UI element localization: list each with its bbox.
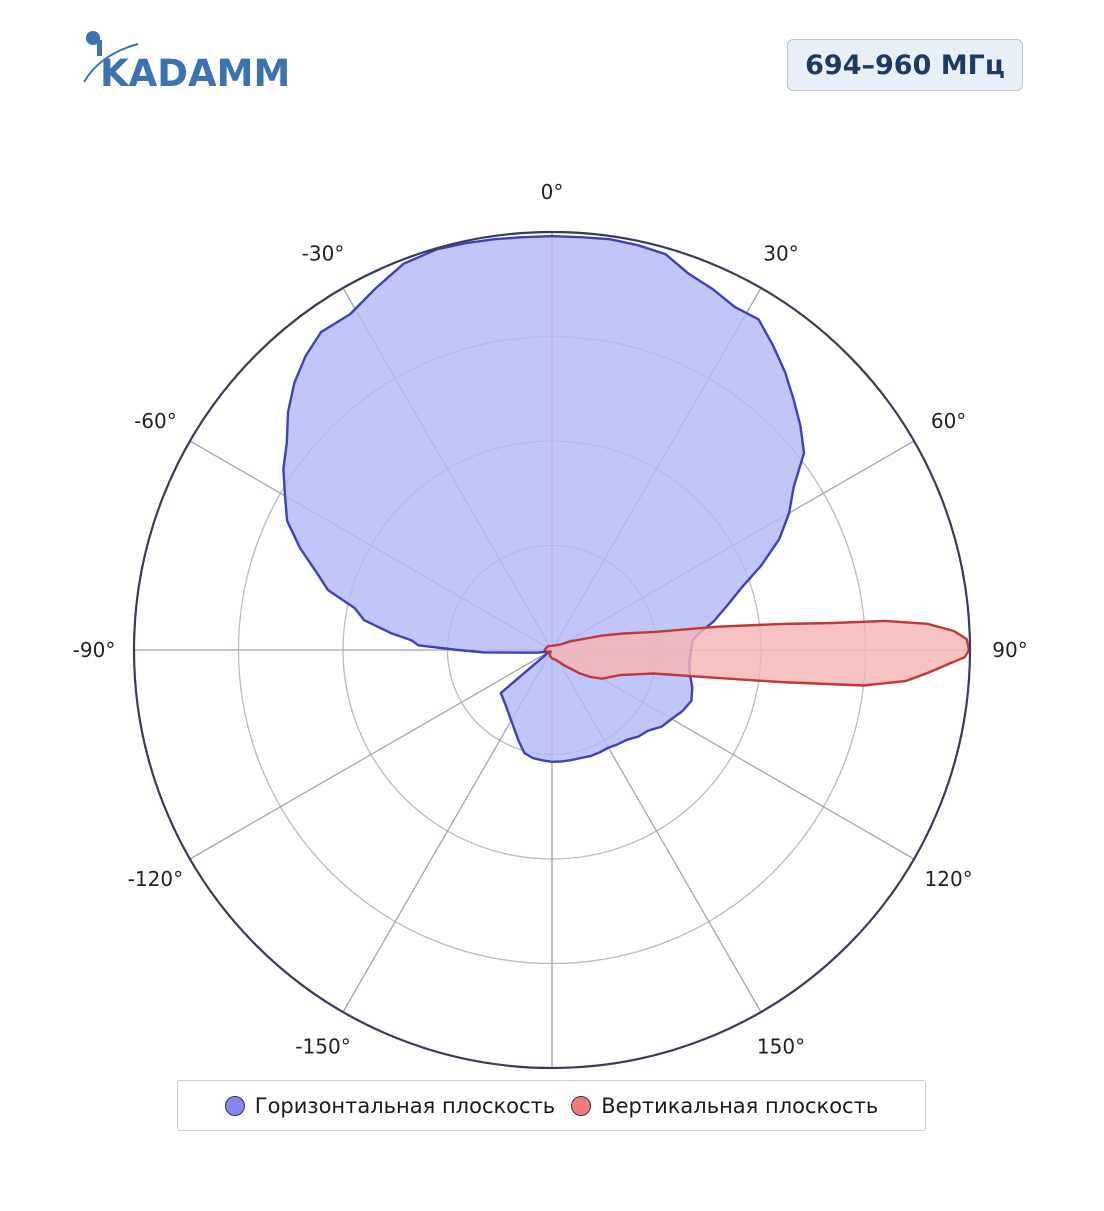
angle-tick-label: 60° xyxy=(931,409,966,433)
logo-dot xyxy=(86,31,100,45)
legend-label-horizontal: Горизонтальная плоскость xyxy=(254,1093,556,1118)
frequency-badge: 694–960 МГц xyxy=(787,39,1023,91)
angular-gridline-9 xyxy=(189,649,553,860)
series-area-vertical xyxy=(543,619,971,687)
angle-tick-label: 30° xyxy=(763,241,798,265)
polar-outer-circle xyxy=(132,230,972,1070)
angle-tick-label: -90° xyxy=(73,638,116,662)
legend-marker-horizontal xyxy=(224,1095,245,1116)
angle-tick-label: 90° xyxy=(992,638,1027,662)
angle-tick-label: -120° xyxy=(128,867,183,891)
angle-tick-label: 120° xyxy=(925,867,973,891)
chart-legend: Горизонтальная плоскость Вертикальная пл… xyxy=(177,1080,926,1131)
series-layer xyxy=(282,235,971,763)
series-area-horizontal xyxy=(282,235,806,763)
legend-item-vertical[interactable]: Вертикальная плоскость xyxy=(571,1094,878,1118)
legend-marker-vertical xyxy=(571,1095,592,1116)
polar-frame xyxy=(132,230,972,1070)
legend-label-vertical: Вертикальная плоскость xyxy=(601,1093,879,1118)
logo-swoosh xyxy=(83,43,139,83)
angle-tick-label: -30° xyxy=(302,241,345,265)
kadamm-logo: KADAMM xyxy=(83,31,288,92)
angle-tick-label: 0° xyxy=(541,180,564,204)
angle-tick-label: -60° xyxy=(134,409,177,433)
logo-text: KADAMM xyxy=(100,52,288,92)
angle-tick-label: -150° xyxy=(295,1035,350,1059)
legend-item-horizontal[interactable]: Горизонтальная плоскость xyxy=(224,1093,556,1118)
angle-labels: 0° 30° 60° 90° 120° 150° -150° -120° -90° -60° -30… xyxy=(73,180,1028,1059)
angle-tick-label: 150° xyxy=(757,1035,805,1059)
